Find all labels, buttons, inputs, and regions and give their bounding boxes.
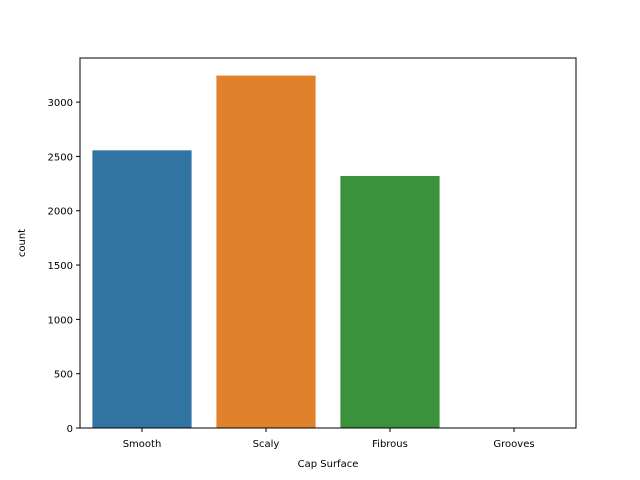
x-tick-label: Grooves bbox=[493, 439, 534, 450]
bar-scaly bbox=[216, 75, 316, 428]
y-tick-label: 2500 bbox=[48, 152, 73, 163]
y-axis-label: count bbox=[17, 229, 28, 257]
y-tick-label: 3000 bbox=[48, 98, 73, 109]
x-tick-label: Fibrous bbox=[372, 439, 408, 450]
plot-frame bbox=[79, 57, 577, 429]
y-axis-ticks: 0 500 1000 1500 2000 2500 3000 bbox=[48, 98, 80, 435]
x-tick-label: Smooth bbox=[123, 439, 162, 450]
y-tick-label: 0 bbox=[67, 424, 73, 435]
y-tick-label: 2000 bbox=[48, 207, 73, 218]
bars-group bbox=[92, 75, 564, 429]
y-tick-label: 1500 bbox=[48, 261, 73, 272]
x-axis-label: Cap Surface bbox=[298, 459, 359, 470]
y-tick-label: 500 bbox=[54, 370, 73, 381]
bar-smooth bbox=[92, 150, 192, 429]
x-axis-ticks: Smooth Scaly Fibrous Grooves bbox=[123, 428, 535, 450]
x-tick-label: Scaly bbox=[253, 439, 280, 450]
bar-fibrous bbox=[340, 175, 440, 428]
y-tick-label: 1000 bbox=[48, 315, 73, 326]
